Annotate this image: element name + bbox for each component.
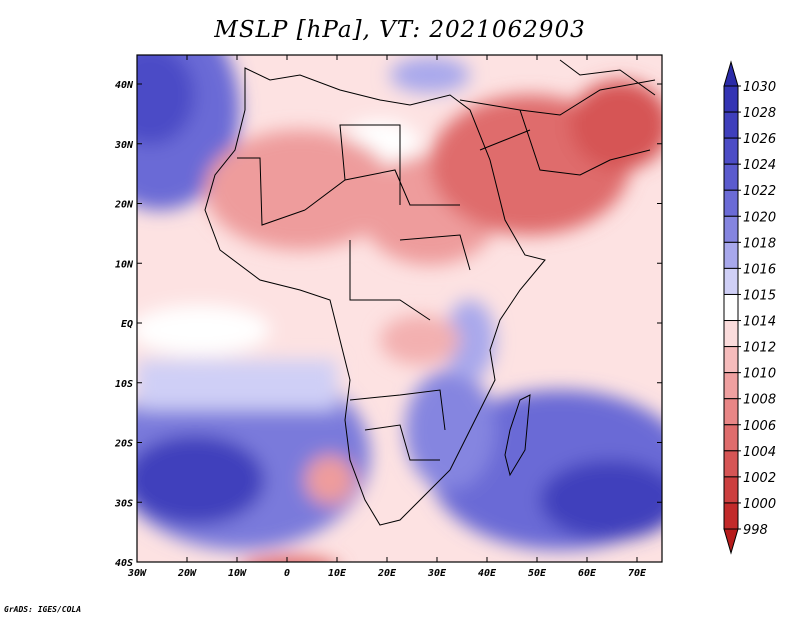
colorbar-swatch xyxy=(723,346,739,374)
colorbar-swatch xyxy=(723,267,739,295)
colorbar-swatch xyxy=(723,398,739,426)
lat-label: 40S xyxy=(115,558,133,569)
lon-label: 10E xyxy=(328,568,347,579)
colorbar-swatch xyxy=(723,241,739,269)
lon-label: 20E xyxy=(377,568,397,579)
colorbar-swatch xyxy=(723,476,739,504)
longitude-axis: 30W 20W 10W 0 10E 20E 30E 40E 50E 60E 70E xyxy=(127,55,647,579)
latitude-axis: 40N 30N 20N 10N EQ 10S 20S 30S 40S xyxy=(114,80,662,569)
lon-label: 50E xyxy=(528,568,547,579)
lat-label: 40N xyxy=(115,80,134,91)
colorbar-label: 1010 xyxy=(743,367,776,382)
lon-label: 20W xyxy=(177,568,197,579)
colorbar-label: 1012 xyxy=(743,341,776,356)
lon-label: 30E xyxy=(427,568,447,579)
colorbar-label: 1006 xyxy=(743,419,776,434)
colorbar-swatch xyxy=(723,372,739,400)
lat-label: 20S xyxy=(114,439,133,450)
colorbar-swatch xyxy=(723,320,739,348)
lon-label: 30W xyxy=(127,568,147,579)
colorbar-label: 1018 xyxy=(743,236,776,251)
lat-label: 10S xyxy=(115,379,133,390)
colorbar-swatch xyxy=(723,111,739,139)
lat-label: 30N xyxy=(114,140,134,151)
colorbar-top-arrow xyxy=(723,60,739,87)
colorbar-label: 1000 xyxy=(743,497,776,512)
colorbar-swatch xyxy=(723,163,739,191)
colorbar-label: 1002 xyxy=(743,471,776,486)
lon-label: 60E xyxy=(578,568,597,579)
lat-label: 10N xyxy=(115,259,134,270)
colorbar-swatch xyxy=(723,85,739,113)
colorbar-label: 998 xyxy=(743,523,768,538)
lat-label: EQ xyxy=(121,319,133,330)
colorbar-swatch xyxy=(723,215,739,243)
lat-label: 30S xyxy=(114,498,133,509)
colorbar-swatch xyxy=(723,293,739,322)
colorbar-label: 1030 xyxy=(743,80,776,95)
colorbar-label: 1022 xyxy=(743,184,776,199)
lon-label: 40E xyxy=(478,568,497,579)
lat-label: 20N xyxy=(114,200,134,211)
pressure-field xyxy=(137,55,662,562)
colorbar-swatch xyxy=(723,189,739,217)
colorbar-label: 1015 xyxy=(743,288,776,303)
coastlines xyxy=(204,59,656,526)
colorbar-label: 1020 xyxy=(743,210,776,225)
map-frame xyxy=(136,54,663,563)
colorbar-label: 1024 xyxy=(743,158,776,173)
lon-label: 0 xyxy=(284,568,290,579)
colorbar-label: 1016 xyxy=(743,262,776,277)
map-title: MSLP [hPa], VT: 2021062903 xyxy=(214,17,586,43)
lon-label: 70E xyxy=(628,568,647,579)
colorbar-bottom-arrow xyxy=(723,528,739,555)
colorbar-label: 1008 xyxy=(743,393,776,408)
colorbar-swatch xyxy=(723,502,739,530)
colorbar-swatch xyxy=(723,450,739,478)
colorbar-swatch xyxy=(723,137,739,165)
colorbar-swatch xyxy=(723,424,739,452)
colorbar: 1030 1028 1026 1024 1022 1020 1018 1016 1015 1014… xyxy=(723,60,776,555)
colorbar-label: 1014 xyxy=(743,315,776,330)
colorbar-label: 1026 xyxy=(743,132,776,147)
colorbar-label: 1028 xyxy=(743,106,776,121)
credit-text: GrADS: IGES/COLA xyxy=(4,605,82,614)
lon-label: 10W xyxy=(228,568,247,579)
colorbar-label: 1004 xyxy=(743,445,776,460)
